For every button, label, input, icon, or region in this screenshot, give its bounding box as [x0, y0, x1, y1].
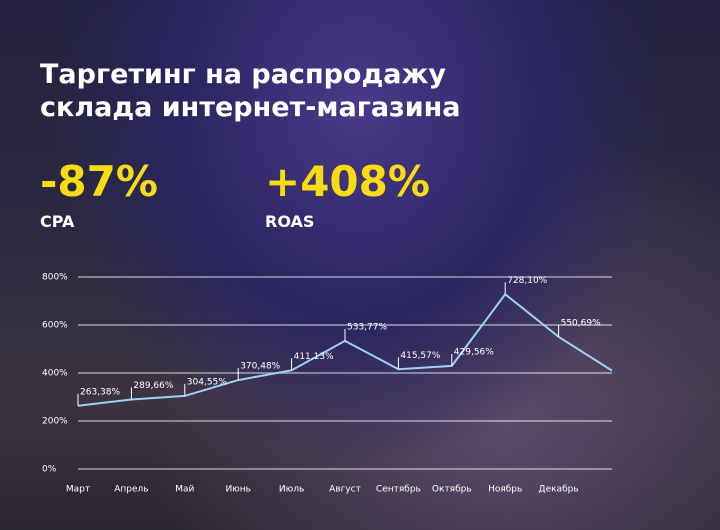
- data-label: 304,55%: [187, 377, 227, 387]
- data-label: 429,56%: [454, 347, 494, 357]
- y-tick-label: 400%: [42, 369, 68, 379]
- y-tick-label: 200%: [42, 417, 68, 427]
- data-label: 728,10%: [507, 276, 547, 286]
- data-label: 533,77%: [347, 322, 387, 332]
- stat: -87% CPA: [40, 157, 158, 232]
- y-tick-label: 800%: [42, 273, 68, 283]
- data-label: 289,66%: [133, 381, 173, 391]
- x-tick-label: Август: [329, 485, 361, 495]
- title: Таргетинг на распродажу склада интернет-…: [40, 58, 461, 124]
- x-tick-label: Май: [175, 485, 194, 495]
- stat-value: -87%: [40, 157, 158, 206]
- x-tick-label: Сентябрь: [376, 485, 421, 495]
- data-label: 415,57%: [400, 351, 440, 361]
- data-label: 411,13%: [294, 352, 334, 362]
- data-label: 370,48%: [240, 362, 280, 372]
- data-label: 263,38%: [80, 387, 120, 397]
- x-tick-label: Октябрь: [432, 485, 472, 495]
- stat-label: CPA: [40, 212, 75, 231]
- x-tick-label: Июнь: [225, 485, 251, 495]
- stat-value: +408%: [265, 157, 430, 206]
- x-tick-label: Апрель: [114, 485, 148, 495]
- data-label: 550,69%: [561, 318, 601, 328]
- title-line: Таргетинг на распродажу: [40, 59, 446, 90]
- x-tick-label: Март: [66, 485, 90, 495]
- stat-label: ROAS: [265, 212, 315, 231]
- stat: +408% ROAS: [265, 157, 430, 232]
- x-tick-label: Июль: [279, 485, 304, 495]
- x-tick-label: Декабрь: [539, 485, 579, 495]
- y-tick-label: 600%: [42, 321, 68, 331]
- title-line: склада интернет-магазина: [40, 92, 461, 123]
- x-tick-label: Ноябрь: [488, 485, 522, 495]
- y-tick-label: 0%: [42, 465, 57, 475]
